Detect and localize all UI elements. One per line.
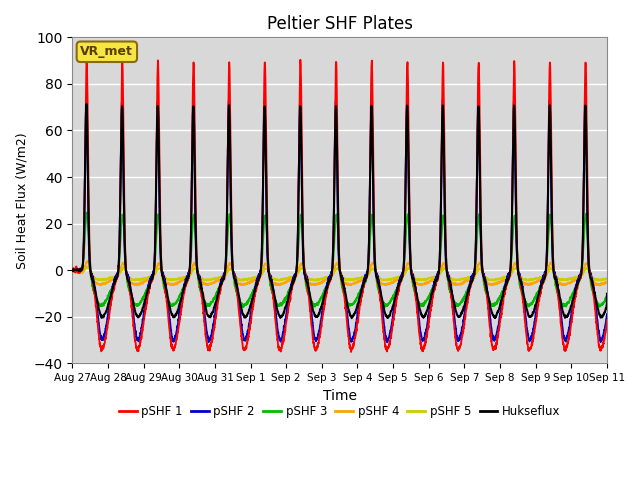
pSHF 3 <box>274 302 282 308</box>
Y-axis label: Soil Heat Flux (W/m2): Soil Heat Flux (W/m2) <box>15 132 28 269</box>
Hukseflux <box>130 301 138 307</box>
pSHF 4 <box>535 278 543 284</box>
pSHF 1 <box>347 349 355 355</box>
pSHF 5 <box>297 266 305 272</box>
Text: VR_met: VR_met <box>81 45 133 58</box>
pSHF 4 <box>130 281 138 287</box>
pSHF 3 <box>83 209 91 215</box>
pSHF 4 <box>83 258 91 264</box>
Hukseflux <box>297 110 305 116</box>
pSHF 5 <box>84 264 92 269</box>
Line: pSHF 1: pSHF 1 <box>72 60 607 352</box>
pSHF 3 <box>239 304 246 310</box>
pSHF 3 <box>593 298 600 304</box>
pSHF 2 <box>536 288 543 294</box>
Legend: pSHF 1, pSHF 2, pSHF 3, pSHF 4, pSHF 5, Hukseflux: pSHF 1, pSHF 2, pSHF 3, pSHF 4, pSHF 5, … <box>114 400 565 423</box>
pSHF 1 <box>536 298 543 304</box>
pSHF 5 <box>161 275 169 281</box>
pSHF 1 <box>161 287 169 293</box>
Hukseflux <box>161 282 169 288</box>
pSHF 2 <box>593 311 600 316</box>
pSHF 2 <box>383 339 391 345</box>
pSHF 2 <box>161 277 169 283</box>
Hukseflux <box>593 301 600 307</box>
pSHF 1 <box>603 317 611 323</box>
pSHF 3 <box>603 294 611 300</box>
Line: Hukseflux: Hukseflux <box>72 104 607 318</box>
pSHF 1 <box>296 57 304 63</box>
pSHF 2 <box>68 267 76 273</box>
pSHF 4 <box>161 279 169 285</box>
pSHF 1 <box>129 323 137 329</box>
pSHF 4 <box>68 267 76 273</box>
Hukseflux <box>83 101 90 107</box>
Hukseflux <box>68 267 76 273</box>
pSHF 2 <box>603 311 611 317</box>
pSHF 2 <box>273 325 281 331</box>
Hukseflux <box>348 315 356 321</box>
pSHF 1 <box>297 62 305 68</box>
pSHF 5 <box>312 278 319 284</box>
pSHF 1 <box>273 337 281 343</box>
pSHF 5 <box>130 277 138 283</box>
pSHF 3 <box>536 285 543 291</box>
pSHF 3 <box>130 299 138 305</box>
pSHF 4 <box>596 283 604 288</box>
pSHF 5 <box>274 277 282 283</box>
pSHF 5 <box>68 268 76 274</box>
pSHF 1 <box>593 326 600 332</box>
pSHF 2 <box>439 96 447 102</box>
X-axis label: Time: Time <box>323 389 356 403</box>
pSHF 3 <box>297 214 305 219</box>
pSHF 2 <box>129 311 137 317</box>
pSHF 3 <box>68 266 76 272</box>
pSHF 3 <box>161 289 169 295</box>
pSHF 1 <box>68 267 76 273</box>
pSHF 2 <box>297 108 305 113</box>
pSHF 4 <box>297 261 305 267</box>
pSHF 5 <box>593 276 600 282</box>
pSHF 5 <box>603 276 611 282</box>
pSHF 4 <box>274 282 282 288</box>
Line: pSHF 4: pSHF 4 <box>72 261 607 286</box>
pSHF 4 <box>593 281 600 287</box>
Title: Peltier SHF Plates: Peltier SHF Plates <box>267 15 413 33</box>
Line: pSHF 5: pSHF 5 <box>72 266 607 281</box>
Hukseflux <box>536 290 543 296</box>
Line: pSHF 2: pSHF 2 <box>72 99 607 342</box>
pSHF 4 <box>603 280 611 286</box>
Line: pSHF 3: pSHF 3 <box>72 212 607 307</box>
pSHF 5 <box>536 275 543 280</box>
Hukseflux <box>603 291 611 297</box>
Hukseflux <box>274 308 282 313</box>
